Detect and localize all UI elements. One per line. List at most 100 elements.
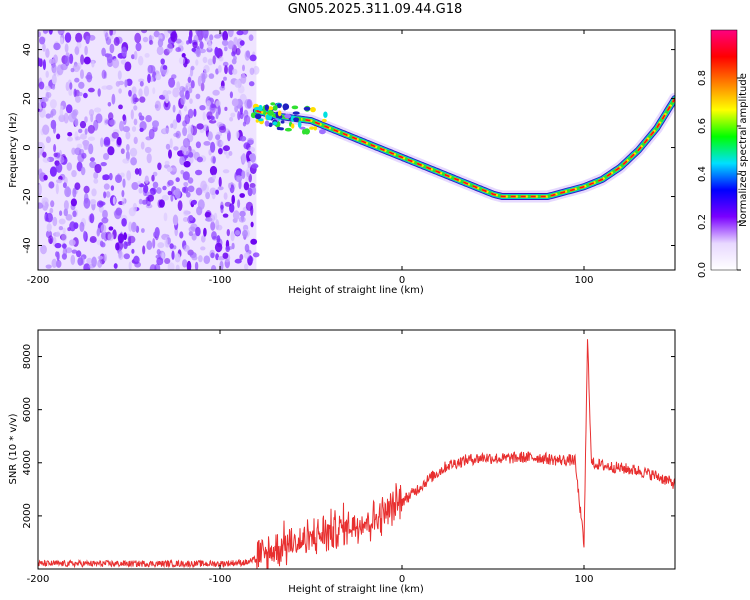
spectrogram-noise-blob xyxy=(138,198,143,205)
spectrogram-noise-blob xyxy=(143,184,149,194)
spectrogram-noise-blob xyxy=(249,54,257,62)
spectrogram-noise-blob xyxy=(45,212,54,223)
ridge-scatter-blob xyxy=(310,107,316,113)
spectrogram-noise-blob xyxy=(130,157,138,166)
spectrogram-noise-blob xyxy=(200,82,205,92)
spectrogram-noise-blob xyxy=(174,188,181,199)
spectrogram-noise-blob xyxy=(166,166,173,172)
spectrogram-noise-blob xyxy=(89,161,97,169)
spectrogram-noise-blob xyxy=(83,197,91,209)
spectrogram-noise-blob xyxy=(125,131,131,140)
spectrogram-noise-blob xyxy=(214,34,221,39)
spectrogram-noise-blob xyxy=(55,231,61,238)
spectrogram-noise-blob xyxy=(215,219,220,230)
ridge-scatter-blob xyxy=(302,129,306,135)
spectrogram-noise-blob xyxy=(152,181,159,189)
spectrogram-noise-blob xyxy=(221,39,229,47)
spectrogram-noise-blob xyxy=(42,30,49,34)
spectrogram-noise-blob xyxy=(143,85,150,97)
spectrogram-noise-blob xyxy=(227,30,234,38)
spectrogram-noise-blob xyxy=(151,174,155,182)
spectrogram-noise-blob xyxy=(45,136,51,144)
spectrogram-noise-blob xyxy=(241,153,246,164)
spectrogram-noise-blob xyxy=(68,87,73,96)
spectrogram-noise-blob xyxy=(101,232,106,240)
spectrogram-noise-blob xyxy=(205,191,211,200)
spectrogram-noise-blob xyxy=(128,207,136,217)
spectrogram-noise-blob xyxy=(195,226,201,237)
spectrogram-noise-blob xyxy=(203,227,207,237)
spectrogram-noise-blob xyxy=(170,123,174,129)
spectrogram-noise-blob xyxy=(209,165,218,176)
spectrogram-noise-blob xyxy=(101,217,109,224)
spectrogram-noise-blob xyxy=(239,135,247,142)
spectrogram-noise-blob xyxy=(131,182,139,190)
snr-x-tick-label: -100 xyxy=(209,574,232,585)
spectrogram-noise-blob xyxy=(53,42,61,51)
spectrogram-noise-blob xyxy=(201,235,206,243)
spectrogram-noise-blob xyxy=(65,214,73,221)
spectrogram-noise-blob xyxy=(85,35,90,45)
spectrogram-noise-blob xyxy=(125,150,130,161)
spectrogram-noise-blob xyxy=(131,221,137,233)
spectrogram-noise-blob xyxy=(94,107,102,113)
spectrogram-noise-blob xyxy=(248,34,254,41)
spectrogram-noise-blob xyxy=(91,188,97,197)
spectrogram-noise-blob xyxy=(147,65,153,74)
spectrogram-noise-blob xyxy=(193,108,197,117)
spectrogram-noise-blob xyxy=(88,34,96,41)
spectrogram-noise-blob xyxy=(115,81,121,87)
spectrogram-noise-blob xyxy=(89,213,95,224)
spectrogram-noise-blob xyxy=(71,249,78,254)
spectrogram-noise-blob xyxy=(103,136,111,146)
spectrogram-noise-blob xyxy=(249,67,255,76)
spectrogram-noise-blob xyxy=(116,136,122,146)
spectrogram-noise-blob xyxy=(171,250,175,260)
spectrogram-noise-blob xyxy=(244,50,250,61)
spectrogram-noise-blob xyxy=(237,85,245,94)
spectrogram-noise-blob xyxy=(121,197,126,206)
spectrogram-noise-blob xyxy=(246,172,250,177)
spectrogram-noise-blob xyxy=(66,185,70,196)
ridge-scatter-blob xyxy=(267,110,275,116)
spectrogram-noise-blob xyxy=(123,253,130,260)
spectrogram-noise-blob xyxy=(38,81,45,90)
spectrogram-noise-blob xyxy=(161,194,169,201)
spectrogram-noise-blob xyxy=(211,231,217,240)
spectrogram-noise-blob xyxy=(65,247,73,254)
spectrogram-noise-blob xyxy=(42,124,50,135)
spectrogram-noise-blob xyxy=(78,81,85,89)
spectrogram-noise-blob xyxy=(56,251,60,261)
ridge-scatter-blob xyxy=(321,118,327,123)
spectrogram-noise-blob xyxy=(70,198,77,207)
ridge-scatter-blob xyxy=(299,126,306,130)
spectrogram-noise-blob xyxy=(156,187,162,194)
spectrogram-noise-blob xyxy=(164,160,170,166)
spectrogram-noise-blob xyxy=(64,32,72,43)
spectrogram-noise-blob xyxy=(243,115,251,125)
spectrogram-noise-blob xyxy=(162,185,167,191)
spectrogram-noise-blob xyxy=(96,200,104,208)
spectrogram-noise-blob xyxy=(117,233,125,244)
spectrogram-noise-blob xyxy=(121,46,127,58)
spectrogram-noise-blob xyxy=(154,227,160,238)
spectrogram-noise-blob xyxy=(226,229,230,237)
spectrogram-noise-blob xyxy=(215,134,221,141)
spectrogram-noise-blob xyxy=(73,222,79,230)
spectrogram-noise-blob xyxy=(133,255,140,265)
spectrogram-noise-blob xyxy=(175,264,180,270)
spectrogram-noise-blob xyxy=(80,166,86,176)
spectrogram-noise-blob xyxy=(215,100,221,108)
spectrogram-noise-blob xyxy=(138,88,143,98)
snr-series-line xyxy=(38,339,675,569)
spectrogram-noise-blob xyxy=(157,199,163,208)
spectrogram-noise-blob xyxy=(209,34,214,41)
spectrogram-noise-blob xyxy=(176,113,182,123)
spectrogram-noise-blob xyxy=(186,260,192,270)
spectrogram-noise-blob xyxy=(93,178,99,184)
spectrogram-noise-blob xyxy=(102,174,110,181)
spectrogram-noise-blob xyxy=(55,259,62,268)
spectrogram-noise-blob xyxy=(234,230,241,236)
spectrogram-noise-blob xyxy=(84,142,89,150)
spectrogram-noise-blob xyxy=(163,212,168,222)
